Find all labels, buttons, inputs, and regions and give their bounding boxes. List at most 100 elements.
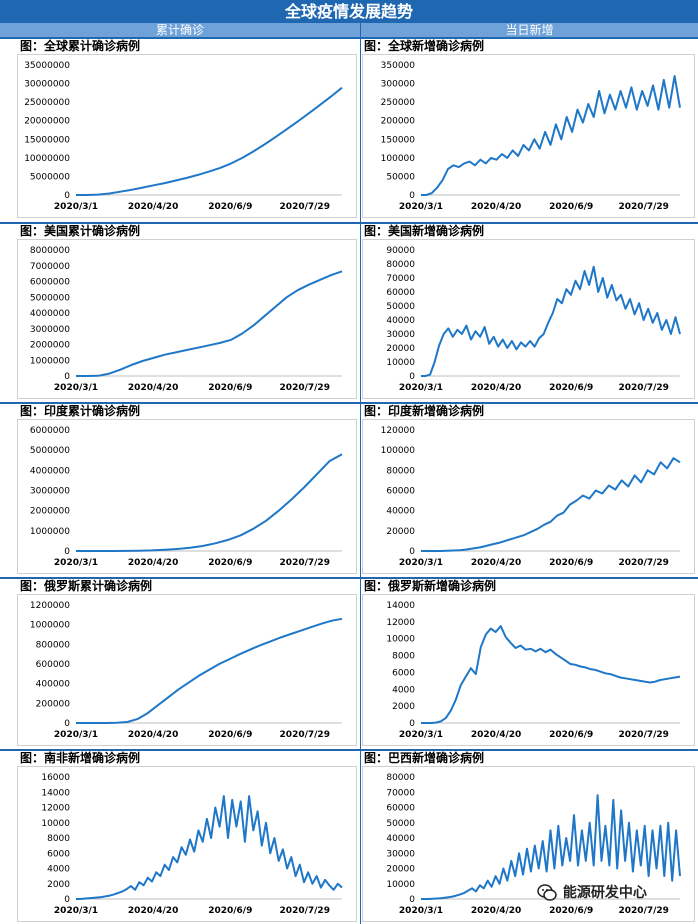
x-tick-label: 2020/3/1 [54,730,98,740]
row-divider-2 [0,222,698,224]
column-divider [360,23,361,924]
y-tick-label: 10000000 [24,154,70,164]
y-tick-label: 50000 [386,302,415,312]
series-line [421,457,681,552]
y-tick-label: 600000 [36,660,71,670]
y-tick-label: 50000 [386,172,415,182]
y-tick-label: 0 [409,372,415,382]
y-tick-label: 0 [64,547,70,557]
row-divider-1 [0,37,698,39]
x-tick-label: 2020/6/9 [549,906,593,916]
y-tick-label: 80000 [386,466,415,476]
y-tick-label: 10000 [386,880,415,890]
y-tick-label: 1000000 [30,527,70,537]
y-tick-label: 20000 [386,344,415,354]
y-tick-label: 40000 [386,316,415,326]
y-tick-label: 30000000 [24,80,70,90]
y-tick-label: 5000000 [30,293,70,303]
y-tick-label: 150000 [381,135,416,145]
y-tick-label: 30000 [386,330,415,340]
y-tick-label: 1000000 [30,621,70,631]
x-tick-label: 2020/6/9 [549,730,593,740]
y-tick-label: 8000 [47,834,70,844]
y-tick-label: 40000 [386,834,415,844]
x-tick-label: 2020/4/20 [128,906,178,916]
x-tick-label: 2020/7/29 [280,202,330,212]
y-tick-label: 2000000 [30,507,70,517]
y-tick-label: 100000 [381,446,416,456]
series-line [76,270,343,377]
y-tick-label: 0 [64,372,70,382]
chart-india-cumulative: 6000000 5000000 4000000 3000000 2000000 10000… [17,419,357,574]
y-tick-label: 60000 [386,487,415,497]
y-tick-label: 10000 [386,635,415,645]
y-tick-label: 6000000 [30,426,70,436]
y-tick-label: 15000000 [24,135,70,145]
y-tick-label: 0 [409,895,415,905]
y-tick-label: 4000000 [30,309,70,319]
y-tick-label: 2000 [47,880,70,890]
y-tick-label: 2000 [392,702,415,712]
daily-column-header: 当日新增 [361,23,698,37]
y-tick-label: 5000000 [30,446,70,456]
y-tick-label: 4000 [392,685,415,695]
x-tick-label: 2020/4/20 [128,730,178,740]
y-tick-label: 100000 [381,154,416,164]
x-tick-label: 2020/3/1 [54,383,98,393]
chart-title-brazil-daily: 图：巴西新增确诊病例 [364,751,485,765]
y-tick-label: 200000 [381,117,416,127]
chart-us-daily: 90000 80000 70000 60000 50000 40000 30000 20000… [362,239,695,399]
y-tick-label: 200000 [36,699,71,709]
series-line [421,265,681,377]
y-tick-label: 0 [64,719,70,729]
wechat-icon [537,884,557,901]
x-tick-label: 2020/7/29 [619,202,669,212]
x-tick-label: 2020/3/1 [399,730,443,740]
chart-title-russia-cumulative: 图：俄罗斯累计确诊病例 [20,579,153,593]
y-tick-label: 10000 [386,358,415,368]
y-tick-label: 50000 [386,819,415,829]
chart-title-russia-daily: 图：俄罗斯新增确诊病例 [364,579,497,593]
x-tick-label: 2020/6/9 [208,202,252,212]
x-tick-label: 2020/3/1 [54,906,98,916]
chart-svg: 350000 300000 250000 200000 150000 100000 5000… [381,61,681,212]
y-tick-label: 0 [409,719,415,729]
y-tick-label: 30000 [386,849,415,859]
y-tick-label: 12000 [386,618,415,628]
chart-global-cumulative: 35000000 30000000 25000000 20000000 15000000… [17,54,357,218]
x-tick-label: 2020/7/29 [280,906,330,916]
series-line [421,794,681,900]
watermark: 能源研发中心 [536,880,647,906]
y-tick-label: 20000 [386,865,415,875]
chart-svg: 1600014000120001000080006000400020000202… [41,773,343,916]
y-tick-label: 10000 [41,819,70,829]
series-line [76,86,343,196]
x-tick-label: 2020/3/1 [54,558,98,568]
y-tick-label: 3000000 [30,487,70,497]
y-tick-label: 3000000 [30,325,70,335]
y-tick-label: 0 [409,191,415,201]
y-tick-label: 4000 [47,865,70,875]
x-tick-label: 2020/4/20 [128,558,178,568]
x-tick-label: 2020/7/29 [619,730,669,740]
x-tick-label: 2020/4/20 [128,202,178,212]
x-tick-label: 2020/6/9 [549,558,593,568]
y-tick-label: 7000000 [30,262,70,272]
x-tick-label: 2020/6/9 [208,906,252,916]
chart-title-india-cumulative: 图：印度累计确诊病例 [20,404,141,418]
chart-title-us-cumulative: 图：美国累计确诊病例 [20,224,141,238]
x-tick-label: 2020/4/20 [471,730,521,740]
y-tick-label: 2000000 [30,341,70,351]
page-banner: 全球疫情发展趋势 [0,0,698,23]
y-tick-label: 70000 [386,274,415,284]
y-tick-label: 35000000 [24,61,70,71]
x-tick-label: 2020/4/20 [471,558,521,568]
chart-svg: 80000 70000 60000 50000 40000 30000 20000 10000… [386,773,681,916]
y-tick-label: 14000 [386,601,415,611]
chart-title-us-daily: 图：美国新增确诊病例 [364,224,485,238]
y-tick-label: 80000 [386,260,415,270]
chart-russia-daily: 14000 12000 10000 8000 6000 4000 2000 0 2020/3/1… [362,594,695,746]
x-tick-label: 2020/7/29 [280,730,330,740]
x-tick-label: 2020/4/20 [471,906,521,916]
chart-svg: 6000000 5000000 4000000 3000000 2000000 10000… [30,426,343,568]
